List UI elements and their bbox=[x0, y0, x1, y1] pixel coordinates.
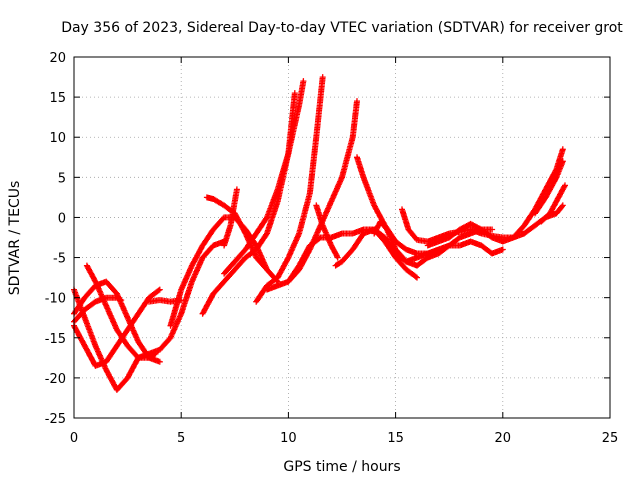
y-tick-label: -25 bbox=[45, 412, 66, 427]
data-points bbox=[313, 202, 341, 261]
x-tick-label: 0 bbox=[70, 431, 78, 446]
data-series bbox=[71, 74, 568, 393]
x-tick-label: 15 bbox=[387, 431, 404, 446]
series-arc-22 bbox=[538, 182, 568, 225]
data-points bbox=[532, 158, 566, 217]
x-axis-label: GPS time / hours bbox=[283, 459, 400, 475]
y-tick-label: 5 bbox=[58, 171, 66, 186]
data-points bbox=[538, 182, 568, 225]
series-arc-12 bbox=[253, 74, 326, 305]
data-points bbox=[253, 74, 326, 305]
y-tick-label: -15 bbox=[45, 332, 66, 347]
series-arc-4 bbox=[83, 262, 159, 361]
data-points bbox=[332, 226, 420, 281]
y-tick-label: -10 bbox=[45, 292, 66, 307]
series-arc-9 bbox=[221, 186, 240, 249]
series-arc-11 bbox=[221, 78, 307, 277]
y-tick-label: 15 bbox=[49, 91, 66, 106]
x-tick-label: 10 bbox=[280, 431, 297, 446]
plot-frame bbox=[73, 56, 611, 419]
y-axis-label: SDTVAR / TECUs bbox=[7, 181, 23, 296]
y-tick-label: -5 bbox=[53, 252, 66, 267]
data-points bbox=[221, 78, 307, 277]
x-tick-label: 25 bbox=[602, 431, 619, 446]
x-tick-label: 20 bbox=[495, 431, 512, 446]
series-arc-15 bbox=[313, 202, 341, 261]
chart-title: Day 356 of 2023, Sidereal Day-to-day VTE… bbox=[61, 20, 623, 36]
y-tick-label: -20 bbox=[45, 372, 66, 387]
data-points bbox=[221, 186, 240, 249]
y-tick-label: 20 bbox=[49, 51, 66, 66]
data-points bbox=[83, 262, 159, 361]
axis-ticks: 0 5 10 15 20 25 -25 -20 -15 -10 -5 0 5 10 15 20 bbox=[45, 51, 619, 446]
y-tick-label: 10 bbox=[49, 131, 66, 146]
x-tick-label: 5 bbox=[177, 431, 185, 446]
series-arc-21 bbox=[532, 158, 566, 217]
y-tick-label: 0 bbox=[58, 211, 66, 226]
series-arc-16 bbox=[332, 226, 420, 281]
